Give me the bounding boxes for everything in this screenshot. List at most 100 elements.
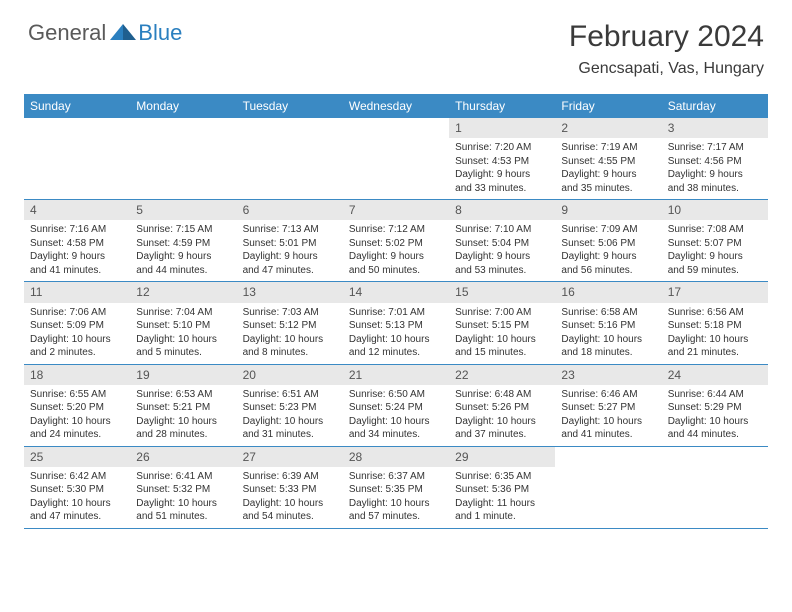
sunset-text: Sunset: 5:01 PM [243,237,337,251]
day-number: 26 [130,447,236,467]
sunrise-text: Sunrise: 7:17 AM [668,141,762,155]
daylight-text: Daylight: 10 hours and 41 minutes. [561,415,655,442]
sunset-text: Sunset: 5:33 PM [243,483,337,497]
day-number [130,118,236,122]
day-cell: 25Sunrise: 6:42 AMSunset: 5:30 PMDayligh… [24,447,130,528]
sunset-text: Sunset: 5:16 PM [561,319,655,333]
day-number: 13 [237,282,343,302]
daylight-text: Daylight: 11 hours and 1 minute. [455,497,549,524]
day-cell [130,118,236,199]
daylight-text: Daylight: 9 hours and 56 minutes. [561,250,655,277]
day-cell: 29Sunrise: 6:35 AMSunset: 5:36 PMDayligh… [449,447,555,528]
day-cell: 8Sunrise: 7:10 AMSunset: 5:04 PMDaylight… [449,200,555,281]
sunset-text: Sunset: 5:27 PM [561,401,655,415]
sunrise-text: Sunrise: 7:16 AM [30,223,124,237]
day-cell: 13Sunrise: 7:03 AMSunset: 5:12 PMDayligh… [237,282,343,363]
sunrise-text: Sunrise: 6:56 AM [668,306,762,320]
sunset-text: Sunset: 5:36 PM [455,483,549,497]
day-number: 11 [24,282,130,302]
day-cell: 23Sunrise: 6:46 AMSunset: 5:27 PMDayligh… [555,365,661,446]
day-number [662,447,768,451]
sunset-text: Sunset: 5:30 PM [30,483,124,497]
header: General Blue February 2024 Gencsapati, V… [0,0,792,86]
sunset-text: Sunset: 5:32 PM [136,483,230,497]
sunrise-text: Sunrise: 7:09 AM [561,223,655,237]
day-number: 6 [237,200,343,220]
day-number: 12 [130,282,236,302]
day-cell: 4Sunrise: 7:16 AMSunset: 4:58 PMDaylight… [24,200,130,281]
day-number: 1 [449,118,555,138]
sunrise-text: Sunrise: 7:19 AM [561,141,655,155]
day-details: Sunrise: 7:03 AMSunset: 5:12 PMDaylight:… [237,303,343,364]
day-cell: 18Sunrise: 6:55 AMSunset: 5:20 PMDayligh… [24,365,130,446]
day-details: Sunrise: 7:12 AMSunset: 5:02 PMDaylight:… [343,220,449,281]
daylight-text: Daylight: 10 hours and 18 minutes. [561,333,655,360]
day-details: Sunrise: 7:16 AMSunset: 4:58 PMDaylight:… [24,220,130,281]
logo: General Blue [28,20,182,46]
day-cell: 17Sunrise: 6:56 AMSunset: 5:18 PMDayligh… [662,282,768,363]
day-details: Sunrise: 7:08 AMSunset: 5:07 PMDaylight:… [662,220,768,281]
daylight-text: Daylight: 10 hours and 54 minutes. [243,497,337,524]
day-cell: 28Sunrise: 6:37 AMSunset: 5:35 PMDayligh… [343,447,449,528]
day-number: 7 [343,200,449,220]
daylight-text: Daylight: 10 hours and 51 minutes. [136,497,230,524]
sunrise-text: Sunrise: 7:03 AM [243,306,337,320]
day-number [237,118,343,122]
day-number: 3 [662,118,768,138]
sunset-text: Sunset: 5:12 PM [243,319,337,333]
day-number: 17 [662,282,768,302]
sunrise-text: Sunrise: 6:37 AM [349,470,443,484]
day-details: Sunrise: 6:44 AMSunset: 5:29 PMDaylight:… [662,385,768,446]
day-cell: 1Sunrise: 7:20 AMSunset: 4:53 PMDaylight… [449,118,555,199]
day-details: Sunrise: 7:06 AMSunset: 5:09 PMDaylight:… [24,303,130,364]
day-cell: 19Sunrise: 6:53 AMSunset: 5:21 PMDayligh… [130,365,236,446]
week-row: 4Sunrise: 7:16 AMSunset: 4:58 PMDaylight… [24,200,768,282]
daylight-text: Daylight: 10 hours and 2 minutes. [30,333,124,360]
day-details: Sunrise: 7:00 AMSunset: 5:15 PMDaylight:… [449,303,555,364]
weekday-header: Thursday [449,94,555,118]
day-details: Sunrise: 7:04 AMSunset: 5:10 PMDaylight:… [130,303,236,364]
sunrise-text: Sunrise: 6:44 AM [668,388,762,402]
day-details: Sunrise: 6:58 AMSunset: 5:16 PMDaylight:… [555,303,661,364]
sunset-text: Sunset: 5:13 PM [349,319,443,333]
day-cell: 9Sunrise: 7:09 AMSunset: 5:06 PMDaylight… [555,200,661,281]
weekday-header: Tuesday [237,94,343,118]
sunset-text: Sunset: 4:59 PM [136,237,230,251]
sunrise-text: Sunrise: 6:41 AM [136,470,230,484]
sunrise-text: Sunrise: 6:50 AM [349,388,443,402]
week-row: 18Sunrise: 6:55 AMSunset: 5:20 PMDayligh… [24,365,768,447]
daylight-text: Daylight: 9 hours and 38 minutes. [668,168,762,195]
day-cell: 24Sunrise: 6:44 AMSunset: 5:29 PMDayligh… [662,365,768,446]
day-number: 10 [662,200,768,220]
sunset-text: Sunset: 5:18 PM [668,319,762,333]
day-cell [343,118,449,199]
sunrise-text: Sunrise: 6:42 AM [30,470,124,484]
day-details: Sunrise: 7:01 AMSunset: 5:13 PMDaylight:… [343,303,449,364]
day-details: Sunrise: 7:15 AMSunset: 4:59 PMDaylight:… [130,220,236,281]
day-number: 18 [24,365,130,385]
day-details: Sunrise: 6:55 AMSunset: 5:20 PMDaylight:… [24,385,130,446]
sunrise-text: Sunrise: 7:13 AM [243,223,337,237]
title-block: February 2024 Gencsapati, Vas, Hungary [569,20,764,78]
weekday-header: Monday [130,94,236,118]
day-number: 25 [24,447,130,467]
day-details: Sunrise: 7:13 AMSunset: 5:01 PMDaylight:… [237,220,343,281]
daylight-text: Daylight: 10 hours and 47 minutes. [30,497,124,524]
day-number: 5 [130,200,236,220]
day-details: Sunrise: 6:56 AMSunset: 5:18 PMDaylight:… [662,303,768,364]
month-title: February 2024 [569,20,764,54]
sunset-text: Sunset: 5:35 PM [349,483,443,497]
sunset-text: Sunset: 5:02 PM [349,237,443,251]
daylight-text: Daylight: 10 hours and 8 minutes. [243,333,337,360]
day-number: 16 [555,282,661,302]
day-cell: 11Sunrise: 7:06 AMSunset: 5:09 PMDayligh… [24,282,130,363]
day-details: Sunrise: 6:42 AMSunset: 5:30 PMDaylight:… [24,467,130,528]
day-cell: 5Sunrise: 7:15 AMSunset: 4:59 PMDaylight… [130,200,236,281]
day-number [343,118,449,122]
daylight-text: Daylight: 10 hours and 15 minutes. [455,333,549,360]
sunset-text: Sunset: 4:55 PM [561,155,655,169]
sunset-text: Sunset: 5:21 PM [136,401,230,415]
day-cell: 21Sunrise: 6:50 AMSunset: 5:24 PMDayligh… [343,365,449,446]
day-cell: 2Sunrise: 7:19 AMSunset: 4:55 PMDaylight… [555,118,661,199]
weekday-header: Friday [555,94,661,118]
